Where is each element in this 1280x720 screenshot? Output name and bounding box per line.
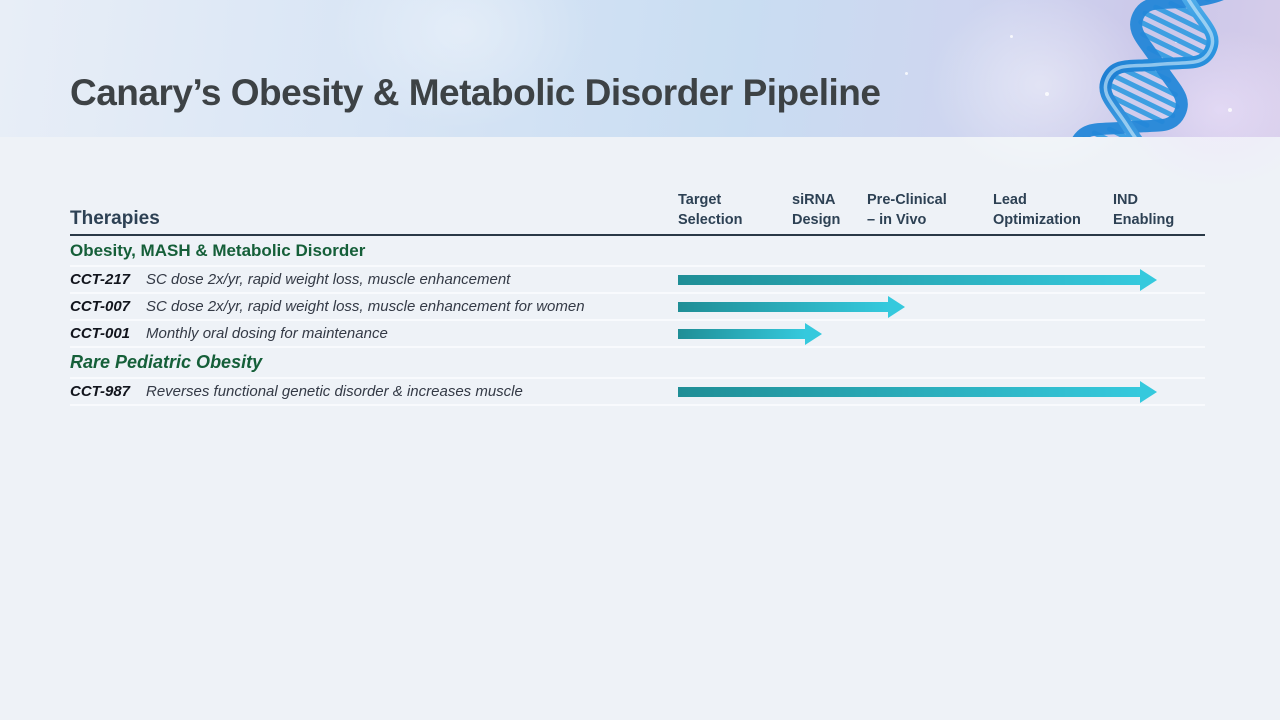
dna-helix-icon bbox=[1070, 0, 1258, 137]
program-row-cct-987: CCT-987 Reverses functional genetic disor… bbox=[70, 379, 1205, 406]
stage-header-line: Target bbox=[678, 192, 722, 208]
progress-arrow-bar bbox=[678, 386, 1140, 397]
progress-arrow-head bbox=[805, 322, 822, 345]
program-code: CCT-987 bbox=[70, 383, 131, 400]
progress-arrow-head bbox=[1140, 268, 1157, 291]
progress-arrow-bar bbox=[678, 301, 888, 312]
group-label: Rare Pediatric Obesity bbox=[70, 352, 263, 372]
stage-header-1: siRNA Design bbox=[792, 190, 840, 230]
table-header-row: Therapies Target Selection siRNA Design Pre-… bbox=[70, 190, 1205, 236]
program-description: Monthly oral dosing for maintenance bbox=[146, 325, 388, 342]
stage-header-line: Design bbox=[792, 212, 841, 228]
stage-header-line: siRNA bbox=[792, 192, 836, 208]
program-description: SC dose 2x/yr, rapid weight loss, muscle… bbox=[146, 298, 585, 315]
program-code: CCT-217 bbox=[70, 271, 131, 288]
progress-arrow bbox=[678, 380, 1157, 403]
program-row-cct-217: CCT-217 SC dose 2x/yr, rapid weight loss,… bbox=[70, 267, 1205, 294]
stage-header-line: Pre-Clinical bbox=[867, 192, 947, 208]
stage-header-line: IND bbox=[1113, 192, 1138, 208]
program-code: CCT-007 bbox=[70, 298, 131, 315]
progress-arrow bbox=[678, 295, 905, 318]
sparkle-dot bbox=[1045, 92, 1049, 96]
table-rows: Obesity, MASH & Metabolic Disorder CCT-21… bbox=[70, 236, 1205, 406]
sparkle-dot bbox=[1228, 108, 1232, 112]
stage-header-3: Lead Optimization bbox=[993, 190, 1081, 230]
sparkle-dot bbox=[1010, 35, 1013, 38]
group-label: Obesity, MASH & Metabolic Disorder bbox=[70, 240, 366, 260]
group-row: Rare Pediatric Obesity bbox=[70, 348, 1205, 379]
stage-header-line: Enabling bbox=[1113, 212, 1175, 228]
program-code: CCT-001 bbox=[70, 325, 131, 342]
progress-arrow-head bbox=[888, 295, 905, 318]
slide-title: Canary’s Obesity & Metabolic Disorder Pi… bbox=[70, 72, 881, 113]
stage-header-line: Selection bbox=[678, 212, 743, 228]
program-description: SC dose 2x/yr, rapid weight loss, muscle… bbox=[146, 271, 511, 288]
progress-arrow bbox=[678, 268, 1157, 291]
stage-header-line: Optimization bbox=[993, 212, 1081, 228]
stage-header-line: Lead bbox=[993, 192, 1027, 208]
sparkle-dot bbox=[905, 72, 908, 75]
program-row-cct-007: CCT-007 SC dose 2x/yr, rapid weight loss,… bbox=[70, 294, 1205, 321]
stage-header-0: Target Selection bbox=[678, 190, 742, 230]
program-row-cct-001: CCT-001 Monthly oral dosing for maintenan… bbox=[70, 321, 1205, 348]
therapies-column-header: Therapies bbox=[70, 208, 160, 229]
progress-arrow-head bbox=[1140, 380, 1157, 403]
progress-arrow-bar bbox=[678, 328, 805, 339]
stage-header-line: – in Vivo bbox=[867, 212, 927, 228]
progress-arrow bbox=[678, 322, 822, 345]
stage-header-2: Pre-Clinical – in Vivo bbox=[867, 190, 947, 230]
pipeline-table: Therapies Target Selection siRNA Design Pre-… bbox=[70, 190, 1205, 406]
group-row: Obesity, MASH & Metabolic Disorder bbox=[70, 236, 1205, 267]
header-banner: Canary’s Obesity & Metabolic Disorder Pi… bbox=[0, 0, 1280, 190]
stage-header-4: IND Enabling bbox=[1113, 190, 1174, 230]
program-description: Reverses functional genetic disorder & i… bbox=[146, 383, 523, 400]
progress-arrow-bar bbox=[678, 274, 1140, 285]
